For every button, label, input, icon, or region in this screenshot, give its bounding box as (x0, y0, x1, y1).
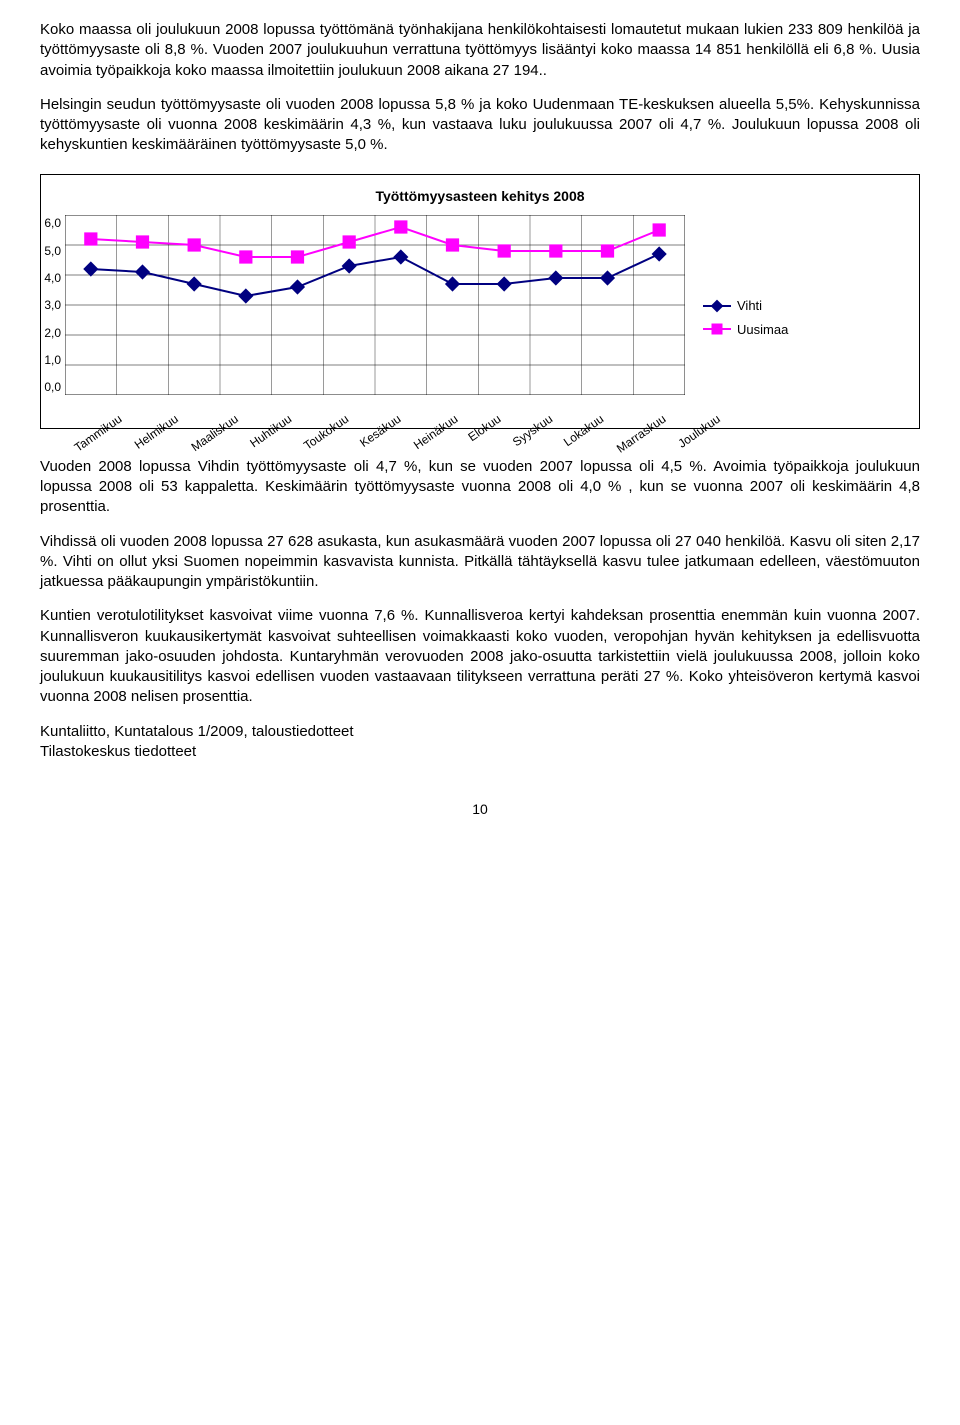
chart-area: 6,05,04,03,02,01,00,0 TammikuuHelmikuuMa… (65, 215, 895, 419)
x-tick-label: Marraskuu (614, 407, 675, 456)
paragraph-5: Kuntien verotulotilitykset kasvoivat vii… (40, 606, 920, 707)
x-tick-label: Lokakuu (560, 407, 611, 450)
x-tick-label: Elokuu (465, 407, 509, 445)
chart-plot: 6,05,04,03,02,01,00,0 TammikuuHelmikuuMa… (65, 215, 685, 419)
chart-x-axis-labels: TammikuuHelmikuuMaaliskuuHuhtikuuToukoku… (65, 404, 685, 420)
y-tick-label: 1,0 (33, 352, 61, 368)
y-tick-label: 0,0 (33, 379, 61, 395)
page-number: 10 (40, 800, 920, 819)
x-tick-label: Maaliskuu (188, 407, 246, 455)
legend-item: Vihti (703, 297, 788, 315)
paragraph-4: Vihdissä oli vuoden 2008 lopussa 27 628 … (40, 532, 920, 593)
x-tick-label: Tammikuu (71, 407, 130, 455)
legend-label: Uusimaa (737, 321, 788, 339)
x-tick-label: Toukokuu (301, 407, 357, 453)
legend-line-icon (703, 328, 731, 330)
chart-container: Työttömyysasteen kehitys 2008 6,05,04,03… (40, 174, 920, 429)
x-tick-label: Helmikuu (131, 407, 186, 452)
paragraph-2: Helsingin seudun työttömyysaste oli vuod… (40, 95, 920, 156)
chart-svg (65, 215, 685, 395)
paragraph-3: Vuoden 2008 lopussa Vihdin työttömyysast… (40, 457, 920, 518)
x-tick-label: Syyskuu (509, 407, 560, 450)
page: Koko maassa oli joulukuun 2008 lopussa t… (0, 0, 960, 859)
chart-title: Työttömyysasteen kehitys 2008 (65, 187, 895, 206)
legend-item: Uusimaa (703, 321, 788, 339)
chart-legend: Vihti Uusimaa (685, 215, 788, 419)
y-tick-label: 4,0 (33, 270, 61, 286)
paragraph-1: Koko maassa oli joulukuun 2008 lopussa t… (40, 20, 920, 81)
y-tick-label: 6,0 (33, 215, 61, 231)
y-tick-label: 5,0 (33, 243, 61, 259)
legend-line-icon (703, 305, 731, 307)
x-tick-label: Huhtikuu (246, 407, 299, 451)
legend-marker-icon (711, 299, 724, 312)
y-tick-label: 3,0 (33, 297, 61, 313)
chart-y-axis-labels: 6,0 5,0 4,0 3,0 2,0 1,0 0,0 (33, 215, 61, 395)
x-tick-label: Kesäkuu (357, 407, 409, 450)
paragraph-6: Kuntaliitto, Kuntatalous 1/2009, taloust… (40, 722, 920, 763)
y-tick-label: 2,0 (33, 325, 61, 341)
legend-marker-icon (712, 324, 723, 335)
x-tick-label: Heinäkuu (411, 407, 467, 453)
legend-label: Vihti (737, 297, 762, 315)
